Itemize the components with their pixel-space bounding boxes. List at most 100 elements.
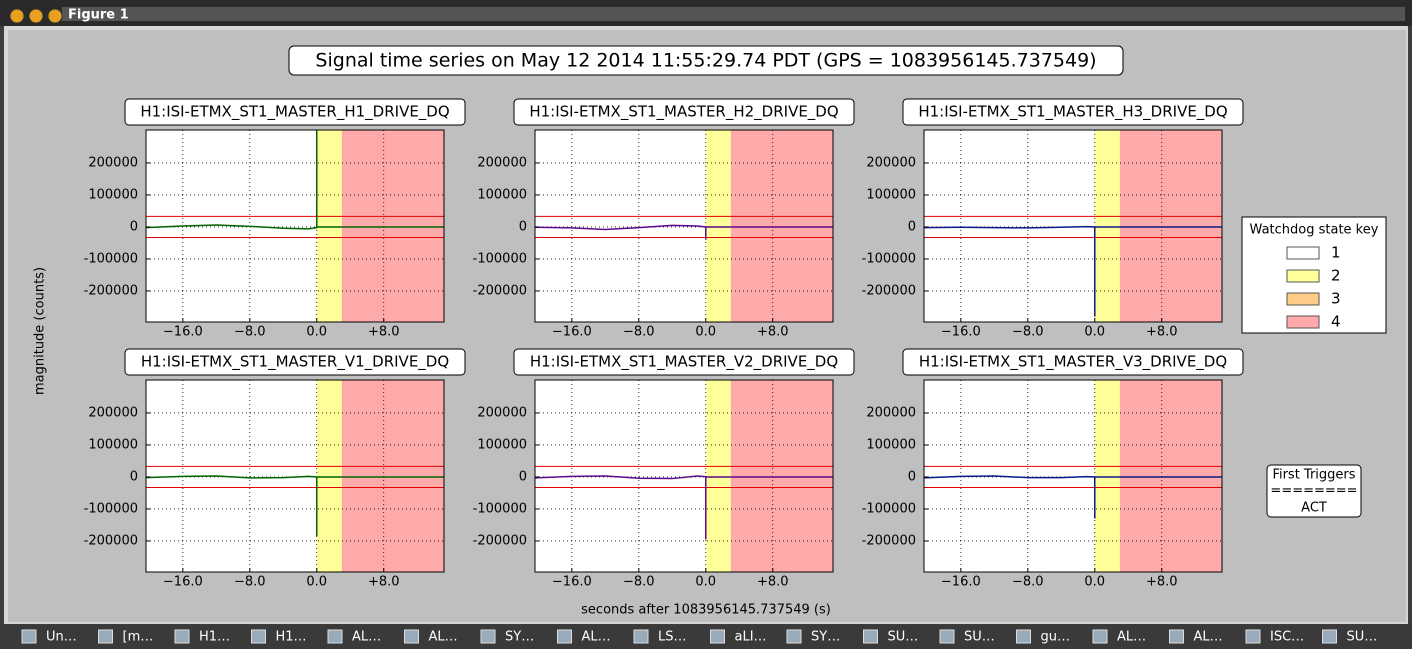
y-tick-label: 200000	[477, 405, 527, 420]
taskbar-item[interactable]: SU…	[964, 630, 995, 645]
subplot-title: H1:ISI-ETMX_ST1_MASTER_V1_DRIVE_DQ	[141, 353, 449, 372]
subplot-title-box	[513, 98, 855, 126]
x-axis-label: seconds after 1083956145.737549 (s)	[581, 603, 831, 618]
y-tick-label: -100000	[473, 251, 527, 266]
y-tick-label: 0	[519, 469, 527, 484]
minimize-button[interactable]	[28, 8, 44, 24]
state-span	[730, 130, 833, 322]
taskbar-icon[interactable]	[863, 629, 878, 644]
taskbar-item[interactable]: SU…	[888, 630, 919, 645]
taskbar-item[interactable]: H1…	[199, 630, 230, 645]
y-tick-label: 200000	[88, 155, 138, 170]
signal-line	[924, 225, 1222, 317]
legend-label: 1	[1331, 244, 1341, 262]
y-tick-label: -200000	[84, 533, 138, 548]
axes-frame	[923, 379, 1223, 573]
y-tick-label: -200000	[473, 283, 527, 298]
x-tick-label: +8.0	[1146, 575, 1178, 590]
taskbar-icon[interactable]	[710, 629, 725, 644]
x-tick-label: 0.0	[695, 575, 716, 590]
taskbar-item[interactable]: ISC…	[1270, 630, 1304, 645]
taskbar-icon[interactable]	[633, 629, 649, 644]
taskbar-item[interactable]: LS…	[658, 630, 687, 645]
taskbar-icon[interactable]	[1169, 629, 1184, 644]
subplot-title: H1:ISI-ETMX_ST1_MASTER_V3_DRIVE_DQ	[919, 353, 1227, 372]
taskbar-icon[interactable]	[1016, 629, 1031, 644]
plot-area	[146, 130, 444, 322]
y-tick-label: -100000	[84, 501, 138, 516]
triggers-title: First Triggers	[1272, 468, 1355, 483]
x-tick-label: −8.0	[1012, 575, 1044, 590]
taskbar-icon[interactable]	[327, 629, 343, 644]
taskbar-icon[interactable]	[404, 629, 419, 644]
signal-line	[924, 475, 1222, 519]
taskbar-icon[interactable]	[939, 629, 955, 644]
state-span	[1119, 130, 1222, 322]
taskbar-item[interactable]: SY…	[811, 630, 840, 645]
taskbar-item[interactable]: AL…	[1194, 630, 1223, 645]
subplot-title-box	[124, 98, 466, 126]
taskbar-item[interactable]: AL…	[582, 630, 611, 645]
taskbar-item[interactable]: SU…	[1347, 630, 1378, 645]
taskbar-item[interactable]: SY…	[505, 630, 534, 645]
taskbar-icon[interactable]	[1245, 629, 1261, 644]
subplot-title-box	[513, 348, 855, 376]
subplot-title: H1:ISI-ETMX_ST1_MASTER_H2_DRIVE_DQ	[529, 103, 838, 122]
taskbar-item[interactable]: aLI…	[735, 630, 767, 645]
axes-frame	[145, 129, 445, 323]
maximize-button[interactable]	[47, 8, 63, 24]
subplot-title: H1:ISI-ETMX_ST1_MASTER_H3_DRIVE_DQ	[918, 103, 1227, 122]
taskbar-item[interactable]: [m…	[123, 630, 154, 645]
y-tick-label: -100000	[862, 501, 916, 516]
taskbar-icon[interactable]	[251, 629, 266, 644]
taskbar-icon[interactable]	[1092, 629, 1108, 644]
taskbar-icon[interactable]	[480, 629, 496, 644]
plot-area	[924, 130, 1222, 322]
legend-swatch	[1286, 269, 1320, 283]
legend-label: 3	[1331, 290, 1341, 308]
taskbar-icon[interactable]	[98, 629, 113, 644]
taskbar-item[interactable]: Un…	[46, 630, 77, 645]
state-span	[316, 380, 342, 572]
taskbar-icon[interactable]	[786, 629, 802, 644]
axes-frame	[534, 129, 834, 323]
taskbar-item[interactable]: AL…	[1117, 630, 1146, 645]
x-tick-label: +8.0	[757, 325, 789, 340]
y-tick-label: 100000	[88, 437, 138, 452]
signal-line	[146, 130, 444, 230]
state-span	[705, 130, 731, 322]
suptitle-box	[288, 45, 1124, 76]
y-tick-label: 0	[908, 469, 916, 484]
x-tick-label: +8.0	[1146, 325, 1178, 340]
y-tick-label: 100000	[477, 187, 527, 202]
close-button[interactable]	[9, 8, 25, 24]
y-tick-label: -100000	[473, 501, 527, 516]
taskbar-item[interactable]: gu…	[1041, 630, 1071, 645]
triggers-value: ACT	[1301, 501, 1327, 516]
x-tick-label: −16.0	[163, 325, 203, 340]
taskbar-icon[interactable]	[21, 629, 37, 644]
y-tick-label: -200000	[862, 533, 916, 548]
x-tick-label: 0.0	[1084, 575, 1105, 590]
x-tick-label: 0.0	[1084, 325, 1105, 340]
legend-label: 4	[1331, 313, 1341, 331]
state-span	[341, 130, 444, 322]
suptitle: Signal time series on May 12 2014 11:55:…	[315, 50, 1096, 72]
plot-area	[535, 130, 833, 322]
taskbar-icon[interactable]	[1322, 629, 1337, 644]
y-tick-label: 200000	[477, 155, 527, 170]
subplot-title-box	[902, 348, 1244, 376]
taskbar-icon[interactable]	[557, 629, 572, 644]
taskbar-item[interactable]: AL…	[352, 630, 381, 645]
y-tick-label: 0	[130, 469, 138, 484]
taskbar-item[interactable]: AL…	[429, 630, 458, 645]
x-tick-label: −8.0	[623, 575, 655, 590]
x-tick-label: −8.0	[234, 575, 266, 590]
state-span	[730, 380, 833, 572]
subplot-title: H1:ISI-ETMX_ST1_MASTER_V2_DRIVE_DQ	[530, 353, 838, 372]
taskbar-icon[interactable]	[174, 629, 190, 644]
taskbar-item[interactable]: H1…	[276, 630, 307, 645]
legend-swatch	[1286, 315, 1320, 329]
y-tick-label: 100000	[88, 187, 138, 202]
